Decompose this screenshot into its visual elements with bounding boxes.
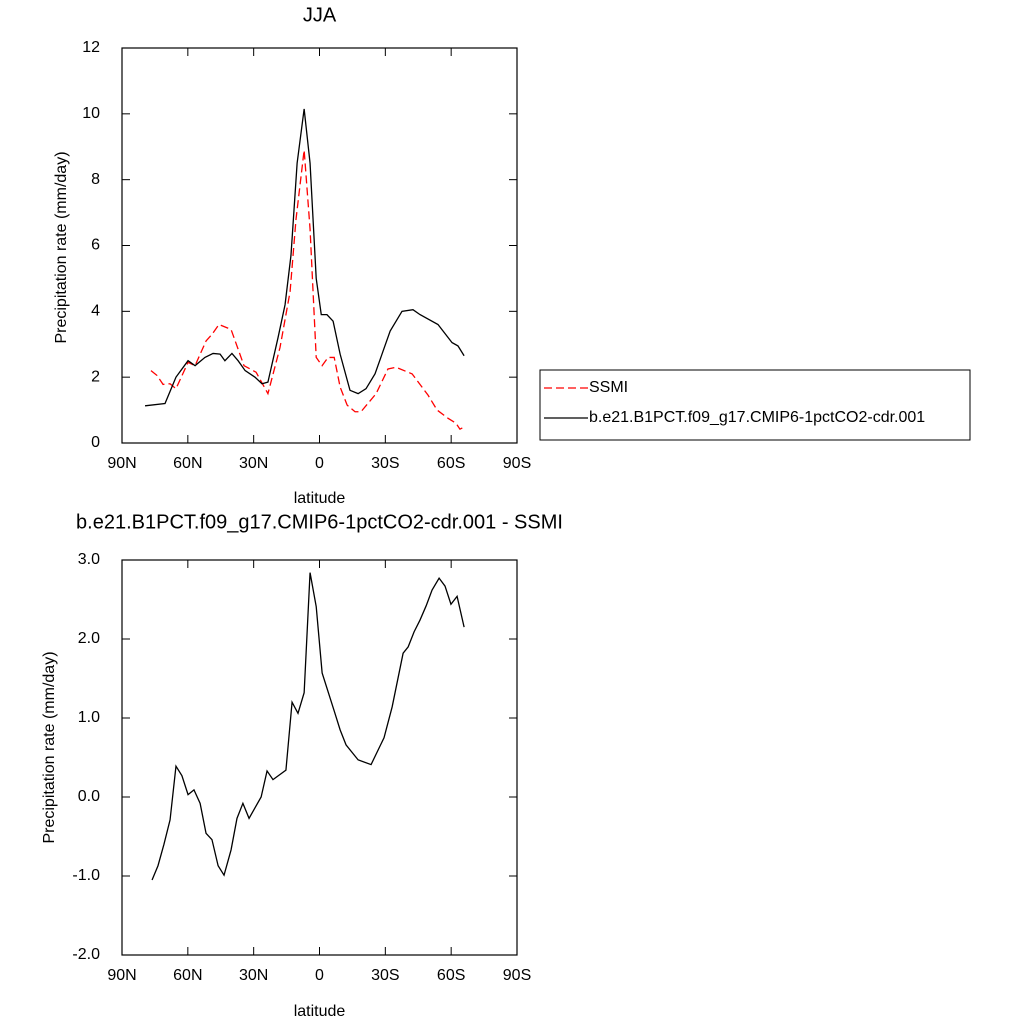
y-axis-label: Precipitation rate (mm/day) [53, 151, 70, 343]
x-tick-label: 90N [107, 455, 136, 472]
y-tick-label: 3.0 [78, 551, 100, 568]
plot-frame [121, 47, 518, 444]
legend-box [539, 369, 971, 441]
y-tick-label: 2.0 [78, 630, 100, 647]
x-tick-label: 60N [173, 967, 202, 984]
x-axis-label: latitude [294, 490, 346, 507]
x-tick-label: 90S [503, 967, 531, 984]
y-axis-label: Precipitation rate (mm/day) [41, 651, 58, 843]
data-line [150, 149, 466, 431]
x-tick-label: 30N [239, 455, 268, 472]
x-tick-label: 30S [371, 967, 399, 984]
x-axis-label: latitude [294, 1003, 346, 1020]
y-tick-label: 4 [91, 303, 100, 320]
x-tick-label: 30S [371, 455, 399, 472]
y-tick-label: 1.0 [78, 709, 100, 726]
x-tick-label: 60S [437, 967, 465, 984]
x-tick-label: 60S [437, 455, 465, 472]
x-tick-label: 60N [173, 455, 202, 472]
chart-title: JJA [303, 4, 337, 26]
y-tick-label: 8 [91, 171, 100, 188]
chart-title: b.e21.B1PCT.f09_g17.CMIP6-1pctCO2-cdr.00… [76, 511, 563, 533]
x-tick-label: 0 [315, 455, 324, 472]
y-tick-label: -2.0 [72, 946, 100, 963]
x-tick-label: 0 [315, 967, 324, 984]
y-tick-label: -1.0 [72, 867, 100, 884]
data-line [144, 108, 465, 407]
y-tick-label: 10 [82, 105, 100, 122]
x-tick-label: 30N [239, 967, 268, 984]
y-tick-label: 12 [82, 39, 100, 56]
x-tick-label: 90N [107, 967, 136, 984]
data-line [151, 572, 465, 881]
y-tick-label: 2 [91, 368, 100, 385]
x-tick-label: 90S [503, 455, 531, 472]
y-tick-label: 0 [91, 434, 100, 451]
y-tick-label: 6 [91, 237, 100, 254]
plot-frame [121, 559, 518, 956]
legend-label: SSMI [589, 379, 628, 396]
y-tick-label: 0.0 [78, 788, 100, 805]
legend-label: b.e21.B1PCT.f09_g17.CMIP6-1pctCO2-cdr.00… [589, 409, 925, 426]
